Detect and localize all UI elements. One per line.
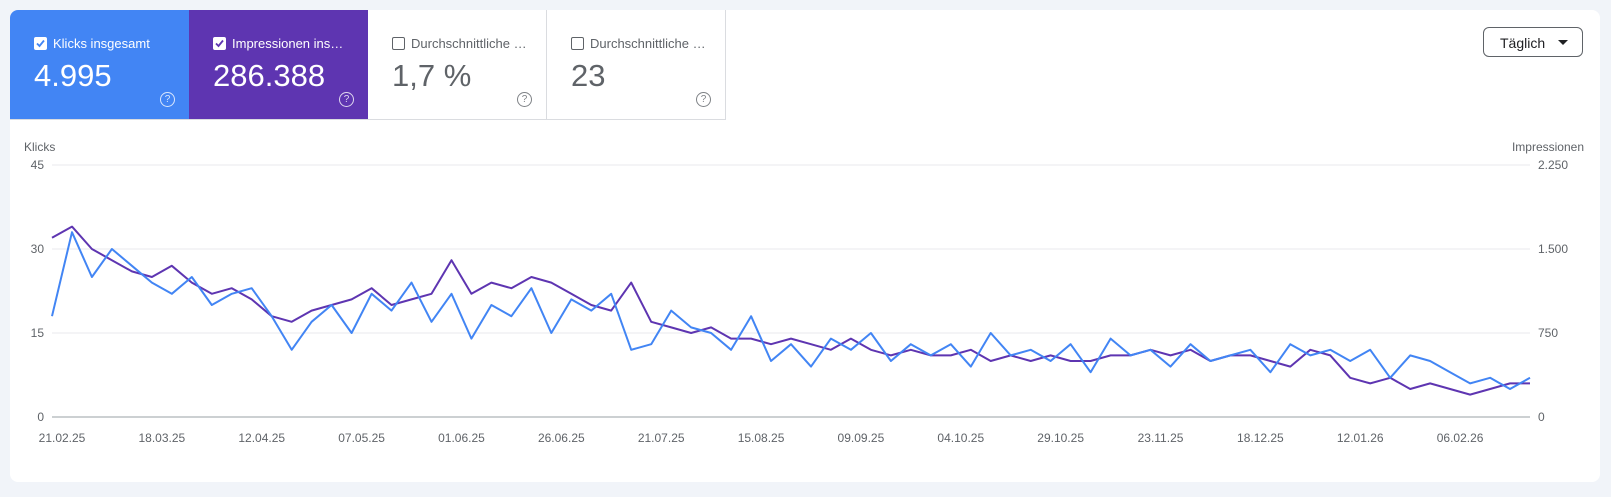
metric-value: 4.995 (34, 58, 112, 93)
y-tick-label: 0 (37, 410, 44, 424)
y2-tick-label: 1.500 (1538, 242, 1568, 256)
checkbox[interactable] (34, 37, 47, 50)
y-tick-label: 45 (31, 158, 45, 172)
checkbox[interactable] (392, 37, 405, 50)
x-tick-label: 09.09.25 (838, 431, 885, 445)
help-icon[interactable]: ? (339, 92, 354, 107)
metric-label-text: Klicks insgesamt (53, 36, 150, 51)
metric-label: Impressionen ins… (213, 36, 343, 51)
x-tick-label: 21.07.25 (638, 431, 685, 445)
metric-label-text: Durchschnittliche … (411, 36, 527, 51)
metric-label-text: Durchschnittliche … (590, 36, 706, 51)
x-tick-label: 12.04.25 (238, 431, 285, 445)
y-tick-label: 15 (31, 326, 45, 340)
x-tick-label: 04.10.25 (937, 431, 984, 445)
y-tick-label: 30 (31, 242, 45, 256)
metric-label: Durchschnittliche … (571, 36, 706, 51)
y2-axis-title: Impressionen (1512, 140, 1584, 154)
performance-card: 0 15 30 45 0 750 1.500 2.250 Klicks Impressionen 2… (10, 10, 1600, 482)
chart: 0 15 30 45 0 750 1.500 2.250 Klicks Impressionen 2… (24, 140, 1584, 445)
metric-value: 286.388 (213, 58, 326, 93)
x-tick-label: 18.12.25 (1237, 431, 1284, 445)
y2-tick-label: 750 (1538, 326, 1558, 340)
metric-value: 23 (571, 58, 606, 93)
y-axis-title: Klicks (24, 140, 55, 154)
metric-tile[interactable]: Impressionen ins… 286.388? (189, 10, 368, 120)
metric-label: Klicks insgesamt (34, 36, 150, 51)
granularity-dropdown[interactable]: Täglich (1483, 27, 1583, 57)
x-tick-label: 06.02.26 (1437, 431, 1484, 445)
metric-label: Durchschnittliche … (392, 36, 527, 51)
metric-tile[interactable]: Durchschnittliche … 1,7 %? (368, 10, 547, 120)
x-tick-label: 23.11.25 (1138, 431, 1184, 445)
metric-label-text: Impressionen ins… (232, 36, 344, 51)
metric-tile[interactable]: Durchschnittliche … 23? (547, 10, 726, 120)
series-line (51, 225, 1530, 396)
help-icon[interactable]: ? (696, 92, 711, 107)
y2-tick-label: 0 (1538, 410, 1545, 424)
x-tick-label: 29.10.25 (1037, 431, 1084, 445)
series-line (51, 231, 1531, 390)
metric-value: 1,7 % (392, 58, 472, 93)
help-icon[interactable]: ? (160, 92, 175, 107)
checkbox[interactable] (213, 37, 226, 50)
y2-tick-label: 2.250 (1538, 158, 1568, 172)
metric-tile[interactable]: Klicks insgesamt 4.995? (10, 10, 189, 120)
x-tick-label: 12.01.26 (1337, 431, 1384, 445)
checkbox[interactable] (571, 37, 584, 50)
x-tick-label: 15.08.25 (738, 431, 785, 445)
help-icon[interactable]: ? (517, 92, 532, 107)
x-tick-label: 01.06.25 (438, 431, 485, 445)
x-tick-label: 21.02.25 (39, 431, 86, 445)
x-tick-label: 26.06.25 (538, 431, 585, 445)
x-tick-label: 07.05.25 (338, 431, 385, 445)
x-tick-label: 18.03.25 (139, 431, 186, 445)
